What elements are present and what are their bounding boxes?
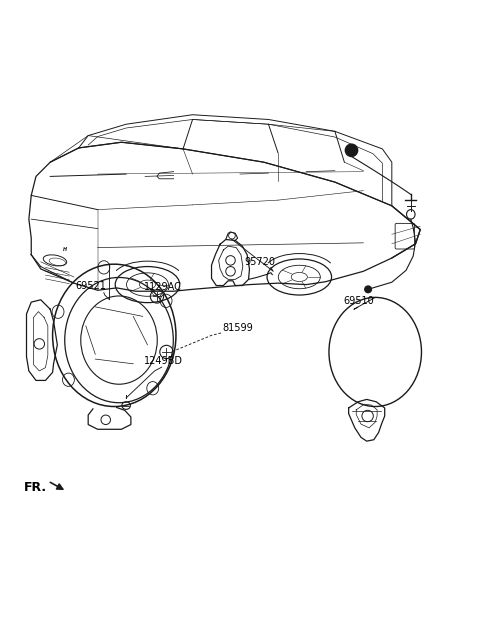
- Text: 81599: 81599: [222, 323, 253, 333]
- Text: 95720: 95720: [245, 257, 276, 266]
- Text: FR.: FR.: [24, 481, 47, 494]
- FancyArrowPatch shape: [50, 482, 63, 489]
- Text: 69510: 69510: [343, 296, 374, 306]
- Circle shape: [365, 286, 372, 293]
- Text: H: H: [62, 247, 67, 251]
- Text: 1129AC: 1129AC: [144, 282, 182, 292]
- Text: 69521: 69521: [75, 281, 106, 291]
- Text: 1249BD: 1249BD: [144, 356, 183, 366]
- Circle shape: [345, 144, 358, 156]
